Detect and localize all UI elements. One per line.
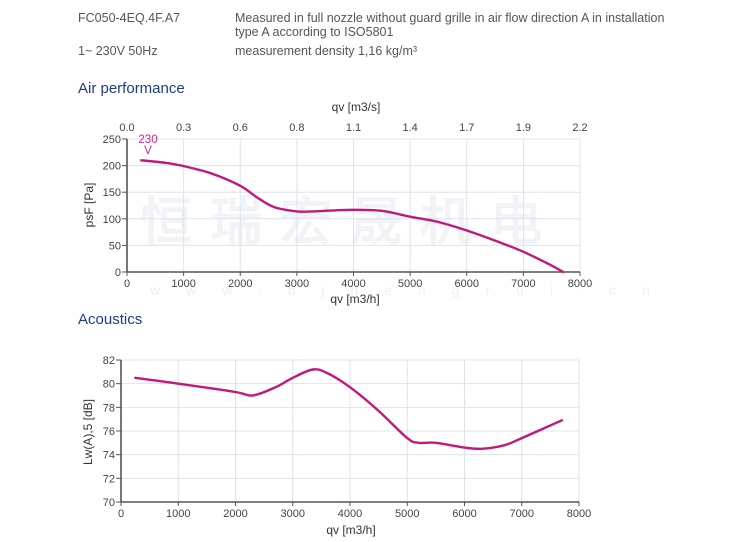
x-tick-label: 0 <box>124 278 130 290</box>
air-x-axis-label: qv [m3/h] <box>330 292 379 306</box>
x-tick-label: 4000 <box>341 278 365 290</box>
acoustics-y-axis-label: Lw(A),5 [dB] <box>81 399 95 465</box>
air-y-axis-label: psF [Pa] <box>82 183 96 228</box>
acoustics-x-axis-label: qv [m3/h] <box>326 523 375 537</box>
watermark-text: 恒瑞宏晟机电 <box>140 194 560 252</box>
top-x-tick-label: 0.0 <box>119 122 134 134</box>
x-tick-label: 5000 <box>395 508 419 520</box>
y-tick-label: 250 <box>103 134 121 146</box>
voltage-label-line2: V <box>144 145 152 157</box>
x-tick-label: 3000 <box>285 278 309 290</box>
x-tick-label: 4000 <box>338 508 362 520</box>
y-tick-label: 76 <box>103 426 115 438</box>
top-x-tick-label: 1.9 <box>516 122 531 134</box>
top-x-tick-label: 1.4 <box>402 122 417 134</box>
acoustics-title: Acoustics <box>78 311 143 328</box>
y-tick-label: 78 <box>103 402 115 414</box>
air-performance-title: Air performance <box>78 80 185 97</box>
air-top-axis-label: qv [m3/s] <box>332 100 381 114</box>
measurement-density: measurement density 1,16 kg/m³ <box>235 44 418 58</box>
x-tick-label: 0 <box>118 508 124 520</box>
measurement-note-line1: Measured in full nozzle without guard gr… <box>235 11 665 25</box>
top-x-tick-label: 1.1 <box>346 122 361 134</box>
top-x-tick-label: 1.7 <box>459 122 474 134</box>
voltage-label-line1: 230 <box>138 134 157 146</box>
x-tick-label: 1000 <box>171 278 195 290</box>
x-tick-label: 7000 <box>510 508 534 520</box>
acoustics-curve <box>134 368 563 451</box>
top-x-tick-label: 0.6 <box>233 122 248 134</box>
y-tick-label: 0 <box>115 267 121 279</box>
top-x-tick-label: 0.3 <box>176 122 191 134</box>
top-x-tick-label: 0.8 <box>289 122 304 134</box>
measurement-note-line2: type A according to ISO5801 <box>235 25 394 39</box>
model-code: FC050-4EQ.4F.A7 <box>78 11 181 25</box>
air-performance-curve <box>140 159 565 274</box>
supply-spec: 1~ 230V 50Hz <box>78 44 158 58</box>
x-tick-label: 6000 <box>455 278 479 290</box>
x-tick-label: 6000 <box>452 508 476 520</box>
y-tick-label: 100 <box>103 214 121 226</box>
x-tick-label: 7000 <box>511 278 535 290</box>
air-performance-chart: 恒瑞宏晟机电 www.bjhengrui.cn 0 1000 2000 3000 400… <box>82 100 676 306</box>
y-tick-label: 200 <box>103 161 121 173</box>
y-tick-label: 70 <box>103 497 115 509</box>
y-tick-label: 82 <box>103 355 115 367</box>
x-tick-label: 8000 <box>567 508 591 520</box>
y-tick-label: 150 <box>103 187 121 199</box>
x-tick-label: 2000 <box>223 508 247 520</box>
watermark-url: www.bjhengrui.cn <box>149 282 676 298</box>
x-tick-label: 2000 <box>228 278 252 290</box>
y-tick-label: 74 <box>103 450 115 462</box>
x-tick-label: 3000 <box>281 508 305 520</box>
acoustics-chart: 0 1000 2000 3000 4000 5000 6000 7000 8000 70 72 74 7… <box>81 355 591 537</box>
top-x-tick-label: 2.2 <box>572 122 587 134</box>
y-tick-label: 72 <box>103 473 115 485</box>
x-tick-label: 8000 <box>568 278 592 290</box>
x-tick-label: 5000 <box>398 278 422 290</box>
x-tick-label: 1000 <box>166 508 190 520</box>
y-tick-label: 80 <box>103 379 115 391</box>
y-tick-label: 50 <box>109 240 121 252</box>
